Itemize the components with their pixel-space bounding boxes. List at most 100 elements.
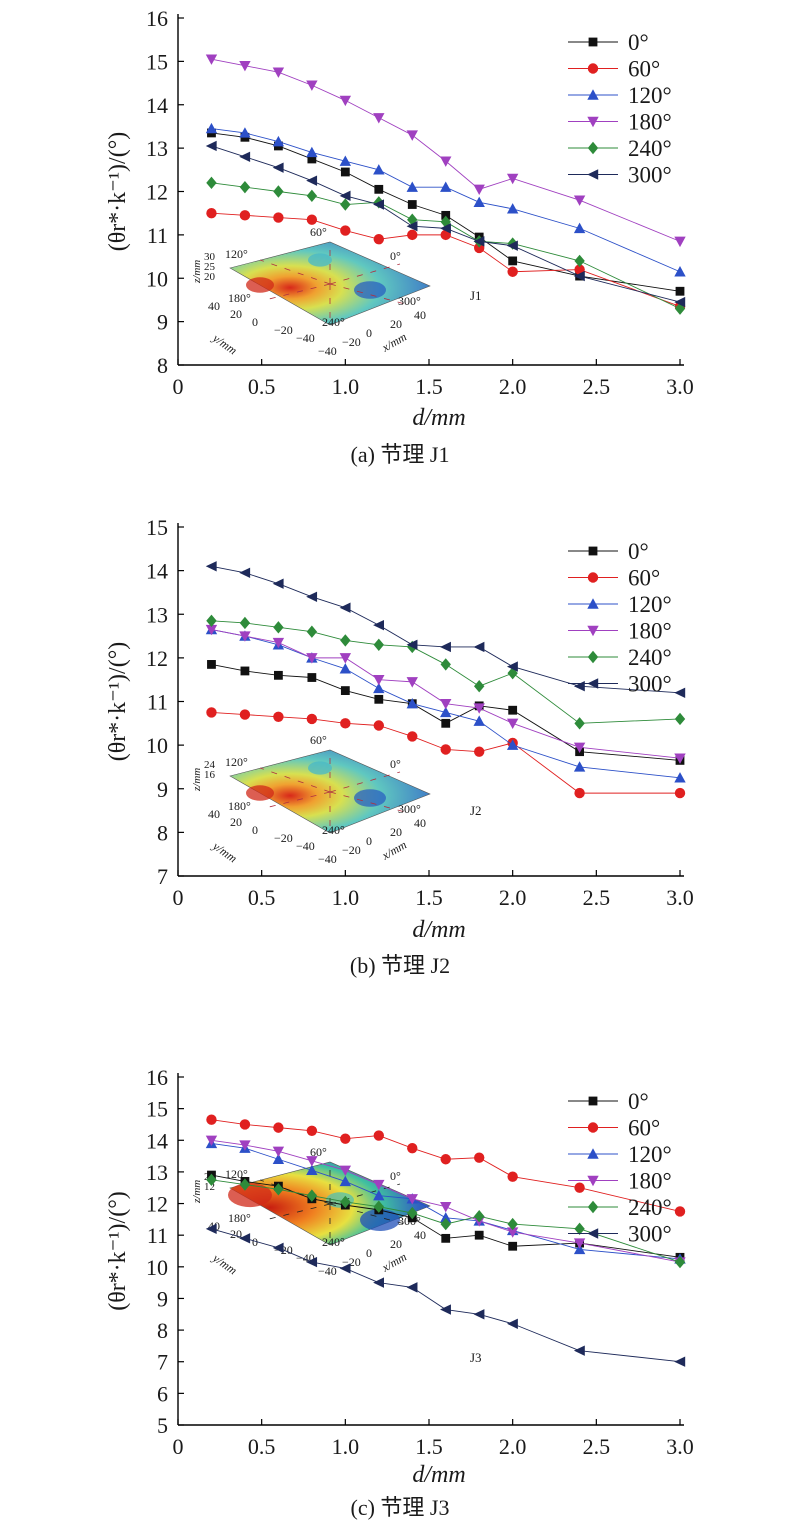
data-point xyxy=(374,694,384,704)
data-point xyxy=(340,1195,351,1209)
inset-x-tick: 20 xyxy=(390,1237,402,1251)
inset-angle-label: 0° xyxy=(390,1169,401,1183)
inset-angle-label: 0° xyxy=(390,249,401,263)
data-point xyxy=(340,634,351,647)
data-point xyxy=(339,1175,352,1187)
data-point xyxy=(406,677,418,688)
data-point xyxy=(340,167,350,177)
data-point xyxy=(373,199,384,210)
y-axis-label: (θr*·k⁻¹)/(°) xyxy=(105,642,131,762)
data-point xyxy=(440,1212,452,1223)
direction-line xyxy=(329,1183,401,1205)
y-tick-label: 10 xyxy=(146,733,168,758)
chart-panel-b: 7 8 9 10 11 12 13 14 15 0 0.5 1.0 1.5 2.0 2.5 3.0 d/mm (θ… xyxy=(0,505,800,1015)
direction-line xyxy=(264,1203,331,1221)
x-tick-label: 1.5 xyxy=(415,885,443,910)
data-point xyxy=(473,236,485,247)
data-point xyxy=(339,602,351,613)
series-5 xyxy=(205,140,686,308)
inset-angle-label: 300° xyxy=(398,294,421,308)
series-line xyxy=(211,663,681,761)
data-point xyxy=(205,1223,217,1235)
legend-label: 120° xyxy=(628,1142,672,1167)
chart-c: 5 6 7 8 9 10 11 12 13 14 15 16 0 0.5 1.0 1.5 2.0 2.5 3.0 d/… xyxy=(105,1065,694,1488)
surface-patch xyxy=(308,761,332,775)
legend-marker xyxy=(587,678,599,689)
inset-x-tick: 40 xyxy=(414,816,426,830)
chart-caption-b: (b) 节理 J2 xyxy=(349,953,451,978)
x-tick-label: 2.5 xyxy=(583,885,611,910)
legend-marker xyxy=(587,1175,599,1187)
y-tick-label: 6 xyxy=(157,1381,168,1406)
data-point xyxy=(407,731,418,742)
data-point xyxy=(506,739,519,750)
legend: 0°60°120°180°240°300° xyxy=(568,539,672,697)
series-line xyxy=(211,1174,681,1258)
inset-y-tick: 20 xyxy=(230,815,242,829)
data-point xyxy=(339,190,351,202)
data-point xyxy=(206,707,217,718)
y-tick-label: 8 xyxy=(157,820,168,845)
x-tick-label: 1.5 xyxy=(415,1434,443,1459)
data-point xyxy=(440,641,451,653)
x-axis-label: d/mm xyxy=(412,405,465,431)
direction-line xyxy=(259,767,331,793)
data-point xyxy=(239,1233,251,1244)
data-point xyxy=(239,1119,251,1130)
inset-x-tick: 0 xyxy=(366,834,372,848)
surface-patch xyxy=(246,785,274,801)
x-tick-label: 0 xyxy=(173,1434,184,1459)
series-5 xyxy=(205,561,686,698)
series-line xyxy=(211,145,681,303)
inset-y-label: y/mm xyxy=(209,1250,239,1277)
data-point xyxy=(473,184,485,196)
data-point xyxy=(508,256,518,266)
data-point xyxy=(274,670,283,680)
legend-marker xyxy=(587,141,599,155)
inset-angle-label: 180° xyxy=(228,799,251,813)
data-point xyxy=(373,638,384,651)
direction-line xyxy=(259,1179,331,1205)
inset-angle-label: 60° xyxy=(310,733,327,747)
y-tick-label: 8 xyxy=(157,353,168,378)
data-point xyxy=(373,1189,385,1201)
data-point xyxy=(407,200,417,209)
data-point xyxy=(340,718,351,729)
series-1 xyxy=(206,1114,686,1217)
legend-label: 180° xyxy=(628,110,672,135)
surface-inset: 0°60°120°180°240°300°2416z/mm40200−20−40… xyxy=(191,733,482,866)
legend-label: 240° xyxy=(628,136,672,161)
data-point xyxy=(574,254,585,268)
inset-angle-label: 180° xyxy=(228,1211,251,1225)
x-tick-label: 1.0 xyxy=(332,885,360,910)
data-point xyxy=(373,1130,384,1141)
data-point xyxy=(506,661,518,672)
data-point xyxy=(306,214,318,225)
data-point xyxy=(674,687,686,698)
data-point xyxy=(239,567,251,579)
data-point xyxy=(406,697,418,709)
data-point xyxy=(407,1142,418,1154)
y-axis-label: (θr*·k⁻¹)/(°) xyxy=(105,1191,131,1311)
data-point xyxy=(574,717,585,730)
legend-label: 120° xyxy=(628,83,672,108)
inset-angle-label: 240° xyxy=(322,823,345,837)
data-point xyxy=(506,173,519,185)
series-line xyxy=(211,128,681,273)
data-point xyxy=(205,624,218,636)
data-point xyxy=(573,270,585,282)
legend-marker xyxy=(588,37,598,47)
x-tick-label: 2.5 xyxy=(583,1434,611,1459)
data-point xyxy=(506,1318,518,1329)
direction-line xyxy=(259,259,331,285)
y-tick-label: 16 xyxy=(146,6,168,31)
y-tick-label: 16 xyxy=(146,1065,168,1090)
legend-marker xyxy=(587,625,599,637)
data-point xyxy=(373,234,384,245)
inset-z-label: z/mm xyxy=(191,1180,203,1204)
data-point xyxy=(205,561,217,572)
legend-marker xyxy=(587,116,599,128)
data-point xyxy=(273,711,284,722)
data-point xyxy=(239,180,251,194)
data-point xyxy=(272,1242,284,1254)
